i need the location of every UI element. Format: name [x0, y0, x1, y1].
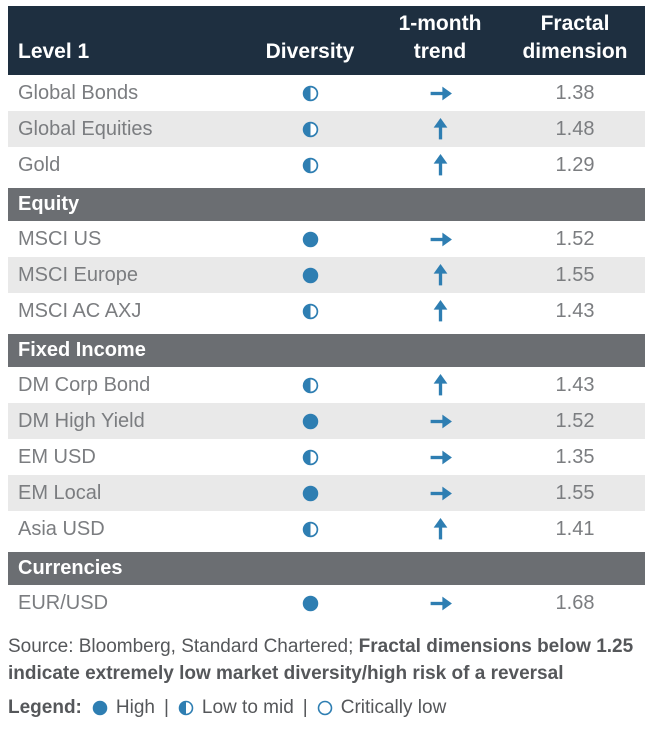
- legend-row: Legend: High | Low to mid | Critically low: [8, 697, 660, 719]
- table-row-msci-europe: MSCI Europe 1.55: [8, 257, 645, 293]
- fractal-dimension-value: 1.52: [555, 409, 595, 432]
- fractal-dimension-value: 1.29: [555, 153, 595, 176]
- row-label: Global Equities: [18, 117, 153, 140]
- trend-sideways-icon: [375, 481, 505, 506]
- table-row-msci-ac-axj: MSCI AC AXJ 1.43: [8, 293, 645, 329]
- column-header-line: Level 1: [18, 40, 90, 63]
- diversity-low-to-mid-icon: [178, 700, 194, 716]
- row-label: DM High Yield: [18, 409, 145, 432]
- asset-diversity-table: Level 1 Diversity 1-month trend Fractal dimen…: [8, 6, 645, 621]
- trend-sideways-icon: [375, 81, 505, 106]
- diversity-high-icon: [245, 231, 375, 248]
- trend-sideways-icon: [375, 445, 505, 470]
- table-row-em-local: EM Local 1.55: [8, 475, 645, 511]
- diversity-low-to-mid-icon: [245, 157, 375, 174]
- fractal-dimension-value: 1.55: [555, 263, 595, 286]
- diversity-low-to-mid-icon: [245, 121, 375, 138]
- table-row-dm-high-yield: DM High Yield 1.52: [8, 403, 645, 439]
- trend-sideways-icon: [375, 591, 505, 616]
- diversity-low-to-mid-icon: [245, 521, 375, 538]
- trend-sideways-icon: [375, 409, 505, 434]
- legend-item-high: High: [92, 697, 155, 719]
- legend-separator: |: [163, 697, 169, 718]
- legend-separator: |: [302, 697, 308, 718]
- row-label: Global Bonds: [18, 81, 139, 104]
- trend-up-icon: [375, 299, 505, 324]
- trend-up-icon: [375, 517, 505, 542]
- figure-container: Level 1 Diversity 1-month trend Fractal dimen…: [8, 6, 660, 719]
- legend-item-label: High: [115, 697, 155, 718]
- section-header-fixed-income: Fixed Income: [8, 334, 645, 367]
- fractal-dimension-value: 1.68: [555, 591, 595, 614]
- row-label: Asia USD: [18, 517, 105, 540]
- diversity-low-to-mid-icon: [245, 303, 375, 320]
- legend-item-label: Low to mid: [201, 697, 294, 718]
- column-header-1-month-trend: 1-month trend: [375, 10, 505, 75]
- legend-title: Legend:: [8, 697, 82, 718]
- trend-up-icon: [375, 373, 505, 398]
- column-header-line: Diversity: [265, 40, 355, 63]
- table-row-dm-corp-bond: DM Corp Bond 1.43: [8, 367, 645, 403]
- diversity-low-to-mid-icon: [245, 377, 375, 394]
- legend-item-label: Critically low: [340, 697, 447, 718]
- table-row-em-usd: EM USD 1.35: [8, 439, 645, 475]
- legend-item-low-to-mid: Low to mid: [178, 697, 294, 719]
- fractal-dimension-value: 1.52: [555, 227, 595, 250]
- legend-items: High | Low to mid | Critically low: [92, 697, 446, 719]
- row-label: Gold: [18, 153, 61, 176]
- fractal-dimension-value: 1.41: [555, 517, 595, 540]
- trend-up-icon: [375, 263, 505, 288]
- section-header-equity: Equity: [8, 188, 645, 221]
- diversity-low-to-mid-icon: [245, 449, 375, 466]
- column-header-level-1: Level 1: [8, 38, 245, 75]
- column-header-line: 1-month: [398, 12, 482, 35]
- fractal-dimension-value: 1.35: [555, 445, 595, 468]
- trend-up-icon: [375, 153, 505, 178]
- trend-up-icon: [375, 117, 505, 142]
- source-text: Source: Bloomberg, Standard Chartered;: [8, 636, 359, 657]
- diversity-high-icon: [245, 267, 375, 284]
- table-row-global-bonds: Global Bonds 1.38: [8, 75, 645, 111]
- asset-table-body: Global Bonds 1.38 Global Equities 1.48 Gold 1…: [8, 75, 645, 621]
- column-header-diversity: Diversity: [245, 38, 375, 75]
- column-header-line: trend: [413, 40, 467, 63]
- row-label: EUR/USD: [18, 591, 109, 614]
- source-footnote: Source: Bloomberg, Standard Chartered; F…: [8, 633, 656, 687]
- diversity-high-icon: [245, 413, 375, 430]
- table-row-eur-usd: EUR/USD 1.68: [8, 585, 645, 621]
- table-header-row: Level 1 Diversity 1-month trend Fractal dimen…: [8, 6, 645, 75]
- diversity-low-to-mid-icon: [245, 85, 375, 102]
- row-label: MSCI US: [18, 227, 102, 250]
- diversity-high-icon: [92, 700, 108, 716]
- row-label: MSCI AC AXJ: [18, 299, 142, 322]
- table-row-gold: Gold 1.29: [8, 147, 645, 183]
- footnote-bold-note: Fractal dimensions below 1.25 indicate e…: [8, 636, 634, 684]
- fractal-dimension-value: 1.48: [555, 117, 595, 140]
- table-row-msci-us: MSCI US 1.52: [8, 221, 645, 257]
- table-row-asia-usd: Asia USD 1.41: [8, 511, 645, 547]
- row-label: EM Local: [18, 481, 102, 504]
- column-header-fractal-dimension: Fractal dimension: [505, 10, 645, 75]
- row-label: EM USD: [18, 445, 96, 468]
- section-header-currencies: Currencies: [8, 552, 645, 585]
- diversity-critically-low-icon: [317, 700, 333, 716]
- table-row-global-equities: Global Equities 1.48: [8, 111, 645, 147]
- diversity-high-icon: [245, 485, 375, 502]
- diversity-high-icon: [245, 595, 375, 612]
- column-header-line: Fractal: [540, 12, 610, 35]
- fractal-dimension-value: 1.43: [555, 373, 595, 396]
- fractal-dimension-value: 1.38: [555, 81, 595, 104]
- column-header-line: dimension: [522, 40, 628, 63]
- trend-sideways-icon: [375, 227, 505, 252]
- row-label: DM Corp Bond: [18, 373, 151, 396]
- fractal-dimension-value: 1.55: [555, 481, 595, 504]
- row-label: MSCI Europe: [18, 263, 139, 286]
- fractal-dimension-value: 1.43: [555, 299, 595, 322]
- legend-item-critically-low: Critically low: [317, 697, 447, 719]
